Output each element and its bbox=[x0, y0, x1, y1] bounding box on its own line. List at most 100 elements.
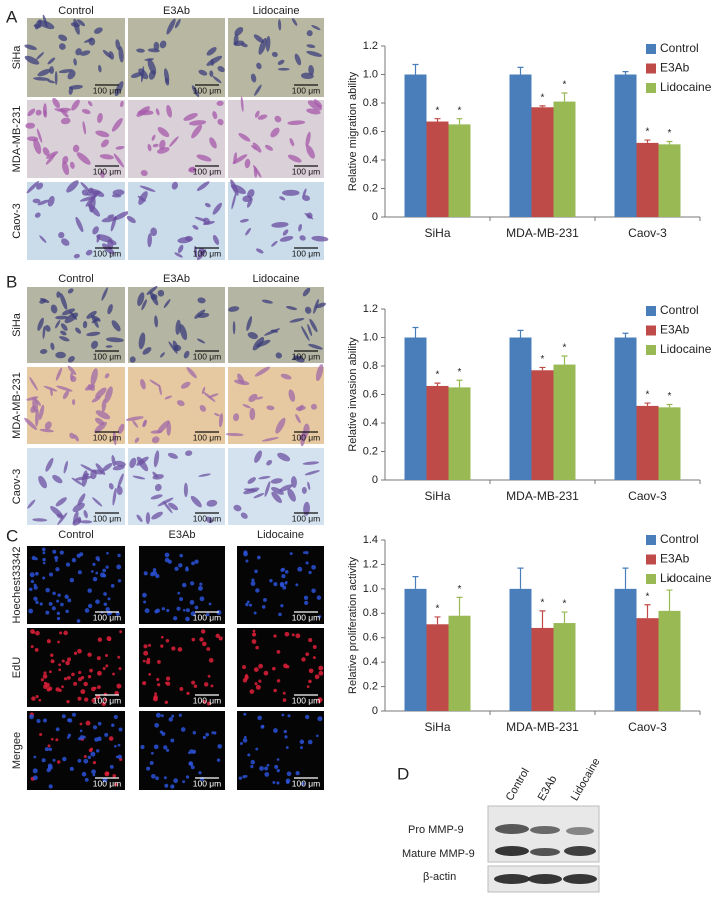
cell bbox=[147, 233, 153, 248]
error-bar bbox=[456, 596, 463, 616]
nucleus bbox=[91, 769, 96, 775]
cell bbox=[282, 229, 289, 236]
cell bbox=[253, 34, 264, 44]
micrograph bbox=[139, 546, 225, 624]
y-tick-label: 0.2 bbox=[363, 182, 378, 194]
nucleus bbox=[52, 591, 56, 596]
nucleus bbox=[87, 675, 92, 679]
cell bbox=[257, 114, 268, 120]
y-tick-label: 0.6 bbox=[363, 125, 378, 137]
legend-label: Lidocaine bbox=[660, 571, 712, 585]
nucleus bbox=[56, 616, 61, 621]
x-tick-label: MDA-MB-231 bbox=[506, 720, 579, 734]
cell bbox=[279, 484, 293, 492]
significance-mark: * bbox=[646, 127, 650, 138]
nucleus bbox=[255, 747, 259, 751]
nucleus bbox=[57, 640, 60, 644]
nucleus bbox=[107, 597, 111, 601]
nucleus bbox=[254, 569, 258, 574]
significance-mark: * bbox=[541, 597, 545, 608]
scale-bar-label: 100 μm bbox=[193, 612, 222, 622]
y-tick-label: 1.0 bbox=[363, 331, 378, 343]
cell bbox=[67, 365, 77, 376]
cell bbox=[315, 364, 324, 382]
nucleus bbox=[173, 778, 179, 784]
cell bbox=[301, 325, 310, 341]
cell bbox=[49, 66, 55, 74]
cell bbox=[233, 504, 242, 512]
x-tick-label: MDA-MB-231 bbox=[506, 226, 579, 240]
cell bbox=[112, 430, 117, 446]
nucleus bbox=[94, 737, 99, 742]
bar bbox=[426, 385, 449, 480]
cell bbox=[101, 399, 107, 412]
cell bbox=[71, 477, 84, 486]
cell bbox=[174, 252, 183, 258]
nucleus bbox=[156, 677, 160, 682]
cell bbox=[287, 154, 302, 163]
nucleus bbox=[206, 701, 211, 706]
nucleus bbox=[284, 631, 290, 637]
scale-bar-label: 100 μm bbox=[292, 778, 321, 788]
bar bbox=[448, 387, 471, 480]
nucleus bbox=[273, 728, 278, 733]
cell bbox=[287, 120, 306, 126]
row-label: MDA-MB-231 bbox=[11, 106, 23, 173]
nucleus bbox=[79, 722, 83, 726]
cell bbox=[189, 120, 207, 126]
nucleus bbox=[206, 612, 210, 617]
micrograph bbox=[128, 18, 225, 97]
cell bbox=[26, 181, 40, 194]
cell bbox=[264, 481, 271, 497]
cell bbox=[206, 499, 218, 507]
nucleus bbox=[72, 712, 76, 717]
nucleus bbox=[77, 570, 82, 575]
nucleus bbox=[41, 758, 46, 763]
cell bbox=[44, 421, 52, 430]
nucleus bbox=[102, 667, 106, 671]
nucleus bbox=[33, 585, 38, 590]
nucleus bbox=[63, 677, 68, 681]
cell bbox=[60, 117, 71, 125]
cell bbox=[50, 342, 55, 351]
error-bar bbox=[517, 66, 524, 75]
cell bbox=[29, 376, 38, 391]
scale-bar-label: 100 μm bbox=[292, 351, 321, 361]
cell bbox=[271, 240, 278, 247]
cell bbox=[149, 291, 159, 306]
cell bbox=[201, 386, 206, 395]
error-bar bbox=[434, 616, 441, 625]
cell bbox=[112, 189, 125, 196]
scale-bar-label: 100 μm bbox=[193, 778, 222, 788]
x-tick-label: SiHa bbox=[424, 489, 450, 503]
significance-mark: * bbox=[541, 92, 545, 103]
bar bbox=[636, 142, 659, 217]
nucleus bbox=[281, 713, 285, 717]
cell bbox=[151, 134, 156, 141]
legend-label: Control bbox=[660, 41, 699, 55]
nucleus bbox=[87, 755, 92, 760]
cell bbox=[39, 348, 48, 355]
nucleus bbox=[258, 663, 264, 669]
cell bbox=[42, 14, 48, 28]
legend-label: Control bbox=[660, 532, 699, 546]
cell bbox=[185, 450, 193, 456]
cell bbox=[271, 51, 278, 58]
nucleus bbox=[254, 682, 258, 686]
nucleus bbox=[146, 766, 151, 771]
nucleus bbox=[64, 594, 69, 599]
nucleus bbox=[103, 602, 108, 607]
nucleus bbox=[213, 731, 217, 735]
nucleus bbox=[307, 739, 313, 745]
cell bbox=[168, 502, 179, 511]
cell bbox=[212, 76, 222, 84]
error-bar bbox=[644, 604, 651, 619]
y-tick-label: 0.2 bbox=[363, 680, 378, 692]
cell bbox=[110, 240, 117, 246]
column-label: Lidocaine bbox=[252, 273, 299, 285]
column-label: Lidocaine bbox=[252, 5, 299, 17]
nucleus bbox=[276, 768, 280, 773]
nucleus bbox=[117, 754, 122, 760]
nucleus bbox=[52, 758, 56, 762]
